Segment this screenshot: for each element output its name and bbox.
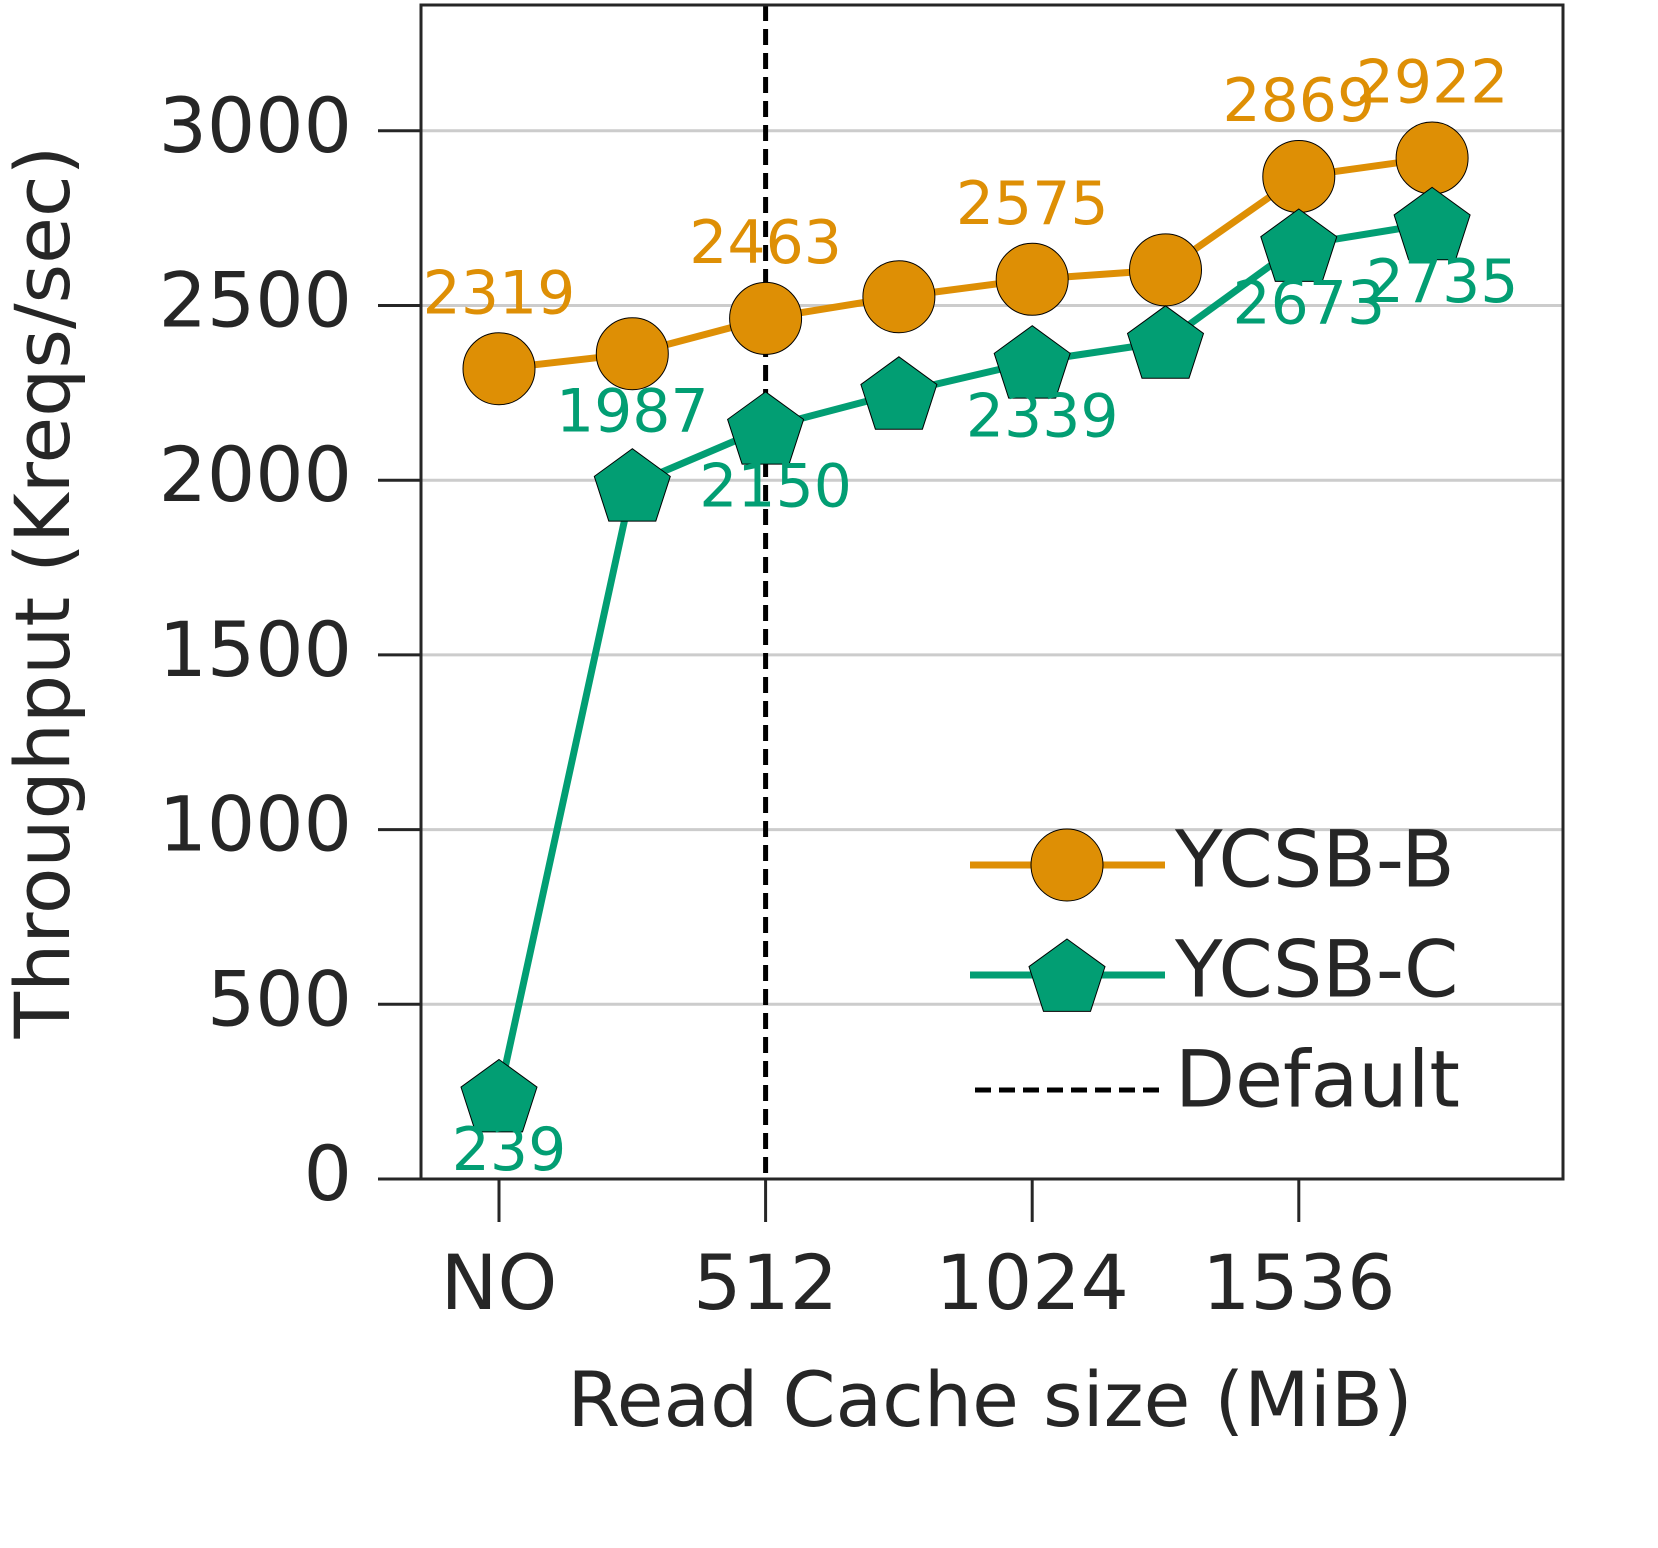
data-label: 239 <box>452 1115 567 1185</box>
y-tick-label: 1500 <box>159 605 352 694</box>
point <box>1129 233 1202 307</box>
data-label: 2673 <box>1232 269 1385 339</box>
data-label: 2463 <box>689 208 842 278</box>
point <box>595 317 669 391</box>
point <box>729 281 803 355</box>
data-label: 1987 <box>556 376 709 446</box>
point <box>462 332 536 406</box>
point <box>1262 140 1336 214</box>
point <box>460 1058 538 1133</box>
point <box>1393 186 1471 261</box>
y-tick-label: 2500 <box>159 255 352 344</box>
point <box>993 325 1071 399</box>
y-tick-label: 0 <box>304 1129 352 1218</box>
legend-label: Default <box>1175 1035 1460 1125</box>
point <box>1395 121 1469 195</box>
data-label: 2319 <box>423 258 576 328</box>
x-tick-label: NO <box>441 1238 558 1327</box>
point <box>862 260 936 334</box>
plot-frame <box>419 3 1565 1181</box>
x-tick-label: 1536 <box>1202 1238 1395 1327</box>
point <box>727 391 805 465</box>
legend-marker <box>1028 938 1106 1012</box>
y-tick-label: 2000 <box>159 430 352 519</box>
data-label: 2869 <box>1222 66 1375 136</box>
point <box>995 242 1069 316</box>
data-label: 2922 <box>1356 48 1509 118</box>
point <box>593 448 671 522</box>
point <box>860 356 938 430</box>
y-tick-label: 3000 <box>159 81 352 170</box>
x-axis-title: Read Cache size (MiB) <box>567 1355 1412 1444</box>
legend-label: YCSB-C <box>1174 925 1458 1015</box>
data-label: 2575 <box>956 169 1109 239</box>
y-tick-label: 500 <box>207 954 352 1043</box>
x-tick-label: 512 <box>693 1238 838 1327</box>
data-label: 2735 <box>1366 247 1519 317</box>
point <box>1126 305 1205 379</box>
y-tick-label: 1000 <box>159 780 352 869</box>
point <box>1260 208 1338 282</box>
data-label: 2150 <box>699 451 852 521</box>
legend-label: YCSB-B <box>1174 815 1455 905</box>
y-axis-title: Throughput (Kreqs/sec) <box>0 146 87 1040</box>
data-label: 2339 <box>966 381 1119 451</box>
legend-marker <box>1030 828 1104 902</box>
x-tick-label: 1024 <box>935 1238 1128 1327</box>
